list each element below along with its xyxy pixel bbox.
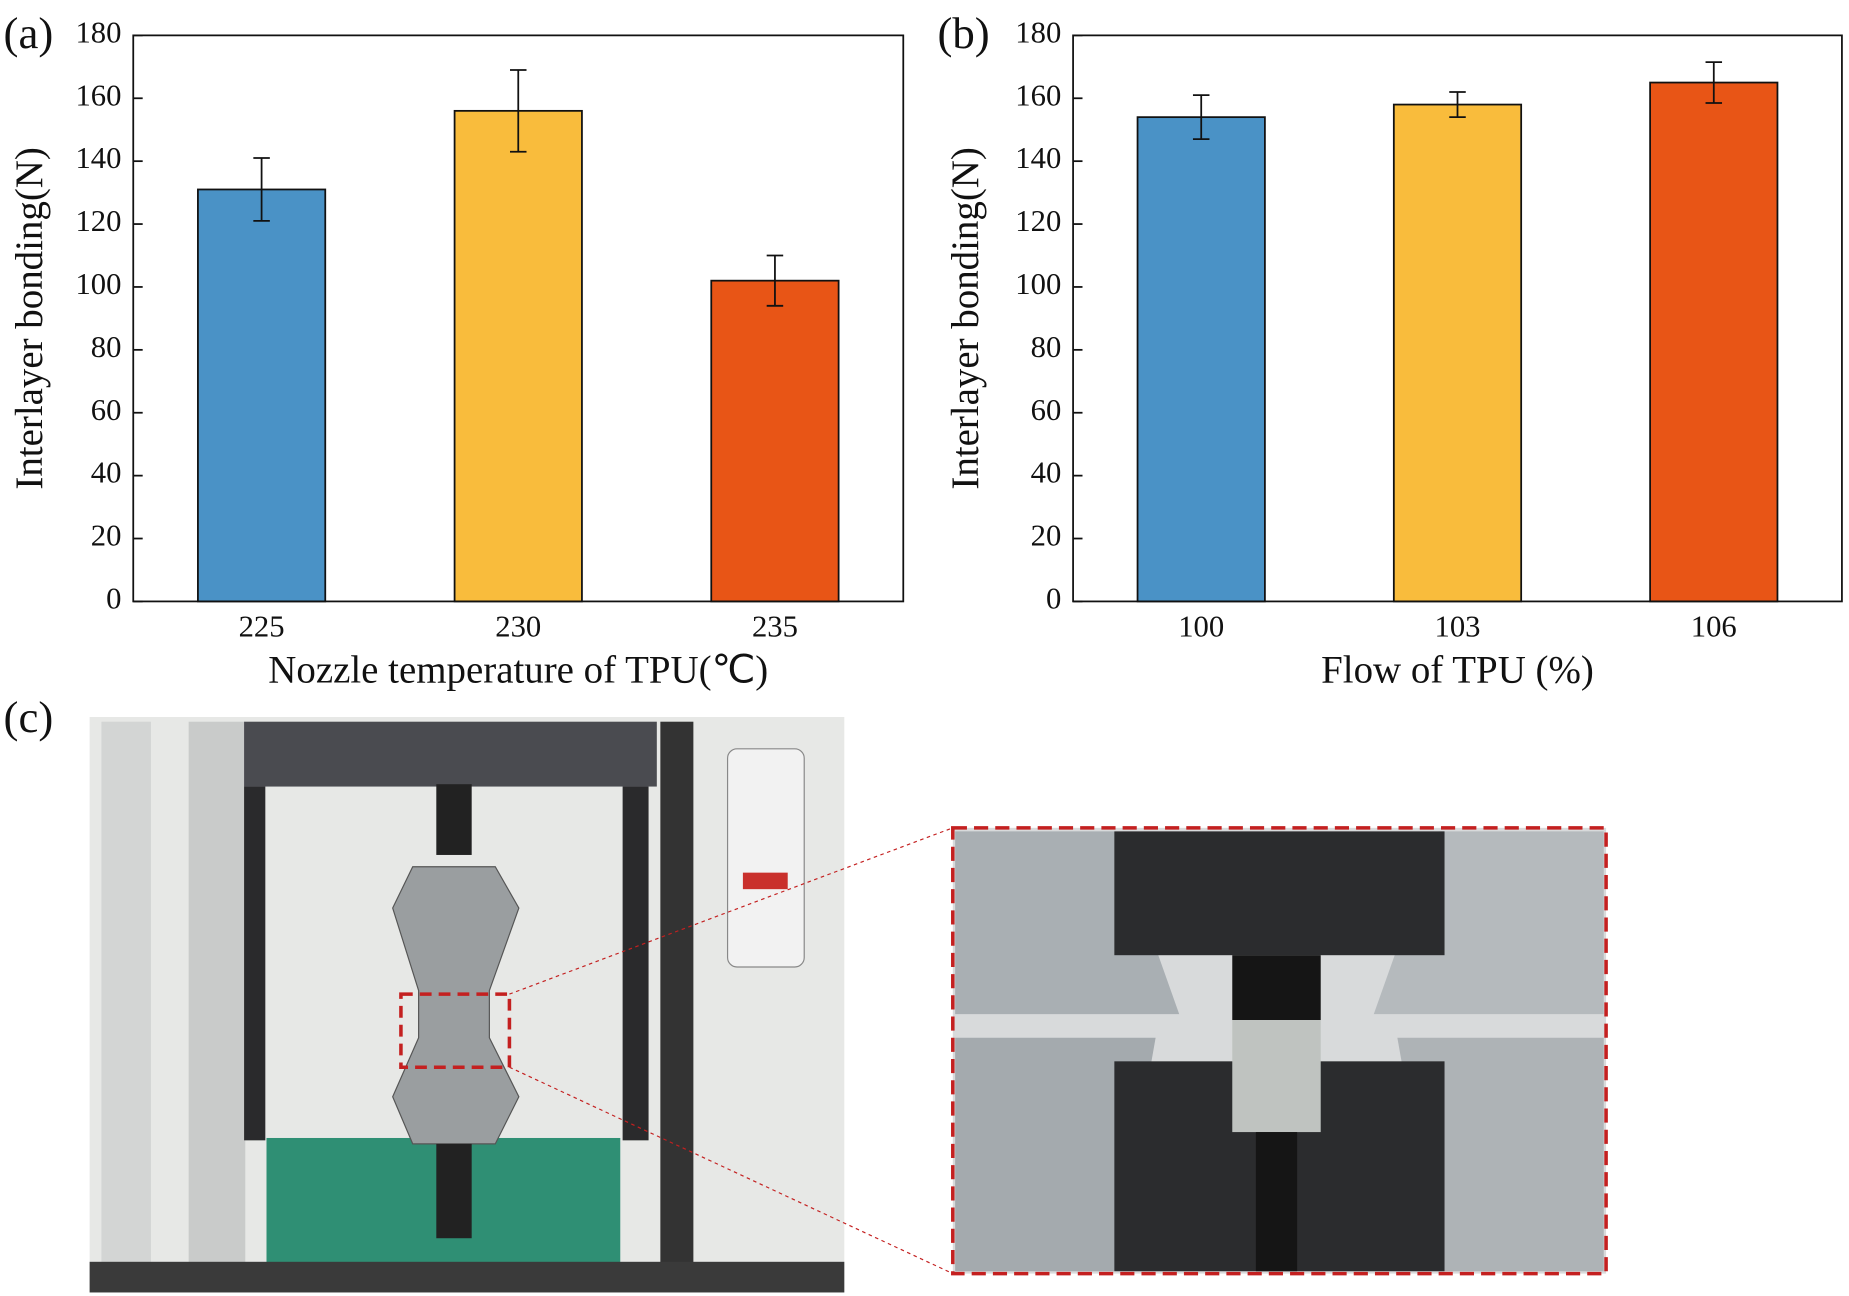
plot-frame	[132, 34, 905, 603]
x-axis-title: Flow of TPU (%)	[1321, 648, 1594, 691]
error-bar	[253, 157, 270, 222]
bar	[453, 109, 583, 603]
y-tick-label: 180	[1015, 15, 1061, 49]
x-tick-label: 103	[1435, 610, 1481, 644]
error-bar	[1192, 94, 1210, 141]
x-tick-label: 235	[752, 610, 798, 644]
error-bar	[1449, 91, 1466, 119]
y-axis-title: Interlayer bonding(N)	[8, 147, 51, 489]
y-tick-label: 80	[91, 330, 122, 364]
y-tick-label: 20	[91, 519, 122, 553]
y-axis-title: Interlayer bonding(N)	[944, 147, 987, 489]
y-tick-label: 60	[1031, 393, 1062, 427]
bellows	[244, 786, 266, 1141]
bar	[1136, 116, 1266, 603]
button	[742, 872, 788, 890]
y-tick-label: 100	[75, 267, 121, 301]
panel-label: (c)	[4, 692, 54, 742]
y-tick-label: 160	[75, 78, 121, 112]
y-tick-label: 60	[91, 393, 122, 427]
y-tick-label: 80	[1031, 330, 1062, 364]
base	[89, 1261, 845, 1293]
x-tick-label: 225	[239, 610, 285, 644]
inset-photo	[951, 826, 1608, 1276]
y-tick-label: 180	[75, 15, 121, 49]
zoom-box	[399, 992, 512, 1069]
rod	[436, 784, 472, 855]
specimen	[1232, 1020, 1321, 1133]
bar	[1392, 103, 1523, 603]
y-tick-label: 120	[75, 204, 121, 238]
rod	[436, 1143, 472, 1239]
inset-border	[951, 826, 1608, 1276]
jaw	[1397, 1037, 1604, 1272]
column	[101, 721, 151, 1288]
y-tick-label: 100	[1015, 267, 1061, 301]
x-tick-label: 100	[1178, 610, 1224, 644]
jaw	[955, 1037, 1156, 1272]
grips	[392, 866, 520, 1145]
x-tick-label: 106	[1691, 610, 1737, 644]
grip-face	[1114, 831, 1445, 956]
y-tick-label: 40	[1031, 456, 1062, 490]
crosshead	[244, 721, 657, 787]
bar	[710, 279, 840, 603]
y-tick-label: 160	[1015, 78, 1061, 112]
panel-label: (b)	[937, 8, 989, 58]
error-bar	[1705, 61, 1723, 104]
bar	[197, 188, 327, 603]
y-tick-label: 20	[1031, 519, 1062, 553]
zoom-line	[509, 827, 954, 995]
x-tick-label: 230	[495, 610, 541, 644]
bellows	[622, 786, 649, 1141]
y-tick-label: 140	[75, 141, 121, 175]
plot-frame	[1072, 34, 1843, 603]
y-tick-label: 140	[1015, 141, 1061, 175]
specimen	[1232, 955, 1321, 1021]
photo	[89, 716, 954, 1293]
y-tick-label: 0	[1046, 581, 1061, 615]
y-tick-label: 0	[106, 581, 121, 615]
scale	[660, 721, 694, 1265]
x-axis-title: Nozzle temperature of TPU(℃)	[268, 648, 768, 691]
error-bar	[766, 254, 784, 307]
panel-label: (a)	[4, 8, 54, 58]
y-tick-label: 120	[1015, 204, 1061, 238]
controller	[726, 748, 805, 968]
y-tick-label: 40	[91, 456, 122, 490]
column	[188, 721, 246, 1288]
bar	[1649, 81, 1779, 603]
specimen	[1255, 1132, 1298, 1272]
error-bar	[510, 69, 527, 153]
